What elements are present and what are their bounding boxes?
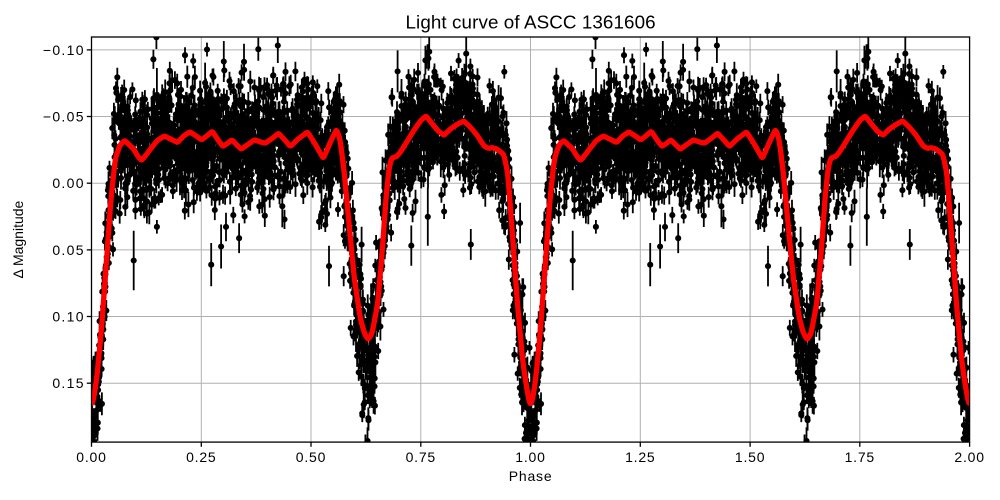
svg-text:1.00: 1.00 — [515, 449, 545, 465]
svg-text:Δ Magnitude: Δ Magnitude — [10, 200, 26, 278]
svg-text:0.25: 0.25 — [186, 449, 216, 465]
svg-text:0.10: 0.10 — [52, 308, 84, 324]
svg-text:Light curve of ASCC 1361606: Light curve of ASCC 1361606 — [406, 11, 656, 32]
svg-text:1.25: 1.25 — [625, 449, 655, 465]
svg-text:0.05: 0.05 — [52, 242, 84, 258]
svg-text:0.00: 0.00 — [52, 175, 84, 191]
svg-text:−0.05: −0.05 — [43, 108, 85, 124]
svg-text:0.75: 0.75 — [406, 449, 436, 465]
svg-text:2.00: 2.00 — [954, 449, 984, 465]
svg-text:−0.10: −0.10 — [43, 42, 85, 58]
svg-text:0.15: 0.15 — [52, 375, 84, 391]
svg-text:1.50: 1.50 — [735, 449, 765, 465]
svg-text:1.75: 1.75 — [845, 449, 875, 465]
svg-text:Phase: Phase — [509, 468, 553, 484]
svg-text:0.00: 0.00 — [76, 449, 106, 465]
svg-text:0.50: 0.50 — [296, 449, 326, 465]
